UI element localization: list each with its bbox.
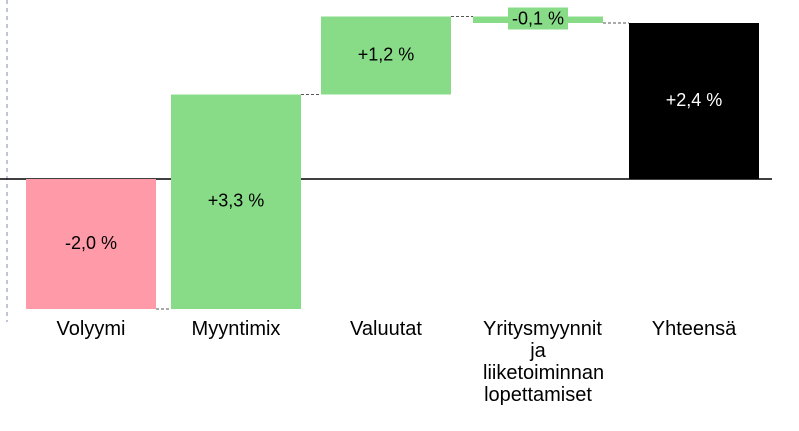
x-tick-label: Yritysmyynnit ja liiketoiminnan lopettam… (483, 318, 605, 406)
x-tick-label: Valuutat (350, 318, 422, 340)
value-label: +3,3 % (208, 191, 265, 211)
x-tick-label: Myyntimix (191, 318, 281, 340)
bar (321, 16, 451, 95)
label-box (507, 7, 569, 30)
value-label: -2,0 % (65, 233, 117, 253)
x-tick-label: Yhteensä (651, 318, 737, 340)
value-label: +1,2 % (358, 44, 415, 64)
bar (629, 23, 759, 179)
value-label: +2,4 % (666, 90, 723, 110)
value-label: -0,1 % (512, 9, 564, 29)
bar (171, 94, 301, 309)
x-tick-label: Volyymi (56, 318, 126, 340)
bar (26, 179, 156, 309)
